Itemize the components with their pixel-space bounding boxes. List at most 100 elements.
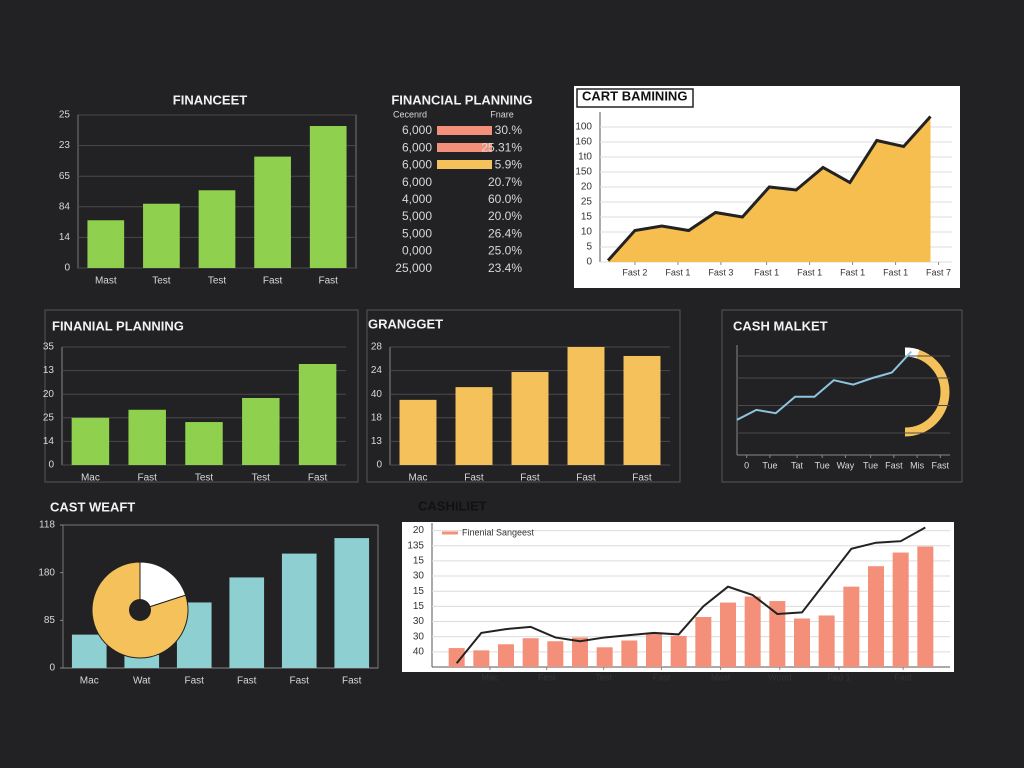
y-tick-label: 14 <box>59 232 71 243</box>
bar <box>522 638 539 667</box>
chart: GRANGGET 0 13 18 40 24 28 Mac Fast Fast Fast Fast <box>368 316 670 484</box>
y-tick-label: 0 <box>586 257 592 268</box>
x-tick-label: Fast <box>932 460 950 470</box>
table: FINANCIAL PLANNING Cecenrd Fnare 6,000 30… <box>391 92 532 274</box>
chart: FINANCEET 0 14 84 65 23 25 Mast Test Test Fast Fast <box>59 92 357 287</box>
bar <box>128 409 166 465</box>
table-bar <box>437 126 492 135</box>
y-tick-label: 13 <box>371 436 383 447</box>
x-tick-label: Test <box>252 473 271 484</box>
y-tick-label: 20 <box>43 389 55 400</box>
bar <box>71 417 110 465</box>
bar <box>334 538 370 668</box>
x-tick-label: Mac <box>81 473 100 484</box>
x-tick-label: Test <box>208 276 227 287</box>
chart-title: CASHILIET <box>418 498 487 513</box>
y-tick-label: 30 <box>413 571 425 582</box>
bar <box>794 618 810 667</box>
chart-title: CASH MALKET <box>733 318 828 333</box>
table-cell: 0,000 <box>402 244 432 258</box>
x-tick-label: Fast <box>885 460 903 470</box>
y-tick-label: 35 <box>43 342 55 353</box>
chart: CASH MALKET 0 Tue Tat Tue Way Tue Fast Mis Fast <box>733 318 950 470</box>
x-tick-label: Fed 1 <box>827 672 850 682</box>
x-tick-label: Fast <box>137 473 157 484</box>
y-tick-label: 150 <box>575 167 592 178</box>
bar <box>498 644 514 667</box>
x-tick-label: 0 <box>744 460 749 470</box>
bar <box>843 586 860 667</box>
bar <box>87 220 125 268</box>
chart: FINANIAL PLANNING 0 14 25 20 13 35 Mac Fast Test T… <box>43 318 346 484</box>
y-tick-label: 30 <box>413 631 425 642</box>
table-cell: 25.31% <box>481 140 522 154</box>
x-tick-label: Mac <box>80 676 99 687</box>
table-header: Cecenrd <box>393 109 427 119</box>
table-cell: 26.4% <box>488 226 522 240</box>
bar <box>572 637 588 667</box>
table-cell: 20.0% <box>488 209 522 223</box>
bar <box>695 616 712 667</box>
x-tick-label: Fast 3 <box>708 267 733 277</box>
y-tick-label: 10 <box>581 227 593 238</box>
y-tick-label: 20 <box>581 182 593 193</box>
bar <box>596 647 613 667</box>
chart-title: CART BAMINING <box>582 88 687 103</box>
line <box>736 350 913 421</box>
x-tick-label: Fast <box>576 473 596 484</box>
y-tick-label: 24 <box>371 365 383 376</box>
bar <box>229 577 265 668</box>
y-tick-label: 0 <box>49 663 55 674</box>
x-tick-label: Fast 1 <box>665 267 690 277</box>
bar <box>646 632 662 667</box>
table-cell: 60.0% <box>488 192 522 206</box>
y-tick-label: 0 <box>376 460 382 471</box>
bar <box>567 347 605 465</box>
table-cell: 6,000 <box>402 158 432 172</box>
y-tick-label: 135 <box>407 540 424 551</box>
table-cell: 20.7% <box>488 175 522 189</box>
table-cell: 4,000 <box>402 192 432 206</box>
x-tick-label: Fast <box>894 672 912 682</box>
table-cell: 6,000 <box>402 140 432 154</box>
bar <box>185 422 223 465</box>
table-cell: 6,000 <box>402 175 432 189</box>
table-title: FINANCIAL PLANNING <box>391 92 532 107</box>
x-tick-label: Wood <box>768 672 791 682</box>
x-tick-label: Test <box>595 672 612 682</box>
x-tick-label: Fast <box>308 473 328 484</box>
x-tick-label: Fast <box>237 676 257 687</box>
y-tick-label: 5 <box>586 242 592 253</box>
x-tick-label: Fast 7 <box>926 267 951 277</box>
y-tick-label: 84 <box>59 201 71 212</box>
bar <box>917 546 934 667</box>
x-tick-label: Fast 1 <box>840 267 865 277</box>
y-tick-label: 0 <box>64 263 70 274</box>
x-tick-label: Fast <box>632 473 652 484</box>
y-tick-label: 14 <box>43 436 55 447</box>
bar <box>198 190 236 268</box>
y-tick-label: 1t0 <box>578 152 592 163</box>
x-tick-label: Mast <box>711 672 731 682</box>
y-tick-label: 18 <box>371 412 383 423</box>
y-tick-label: 160 <box>575 137 592 148</box>
bar <box>399 399 437 465</box>
y-tick-label: 25 <box>43 412 55 423</box>
y-tick-label: 20 <box>413 525 425 536</box>
bar <box>298 363 337 465</box>
bar <box>309 126 347 269</box>
bar <box>511 372 549 465</box>
chart-title: FINANCEET <box>173 92 247 107</box>
chart: CASHILIET 40 30 30 15 15 30 15 135 20 Mac Fest Test F… <box>407 498 950 682</box>
x-tick-label: Fast <box>318 276 338 287</box>
panel-frame <box>366 309 681 483</box>
y-tick-label: 23 <box>59 140 71 151</box>
y-tick-label: 40 <box>413 646 425 657</box>
bar <box>473 650 490 667</box>
bar <box>623 355 661 465</box>
x-tick-label: Fest <box>538 672 556 682</box>
x-tick-label: Fast <box>290 676 310 687</box>
x-tick-label: Tue <box>815 460 830 470</box>
x-tick-label: Tue <box>863 460 878 470</box>
